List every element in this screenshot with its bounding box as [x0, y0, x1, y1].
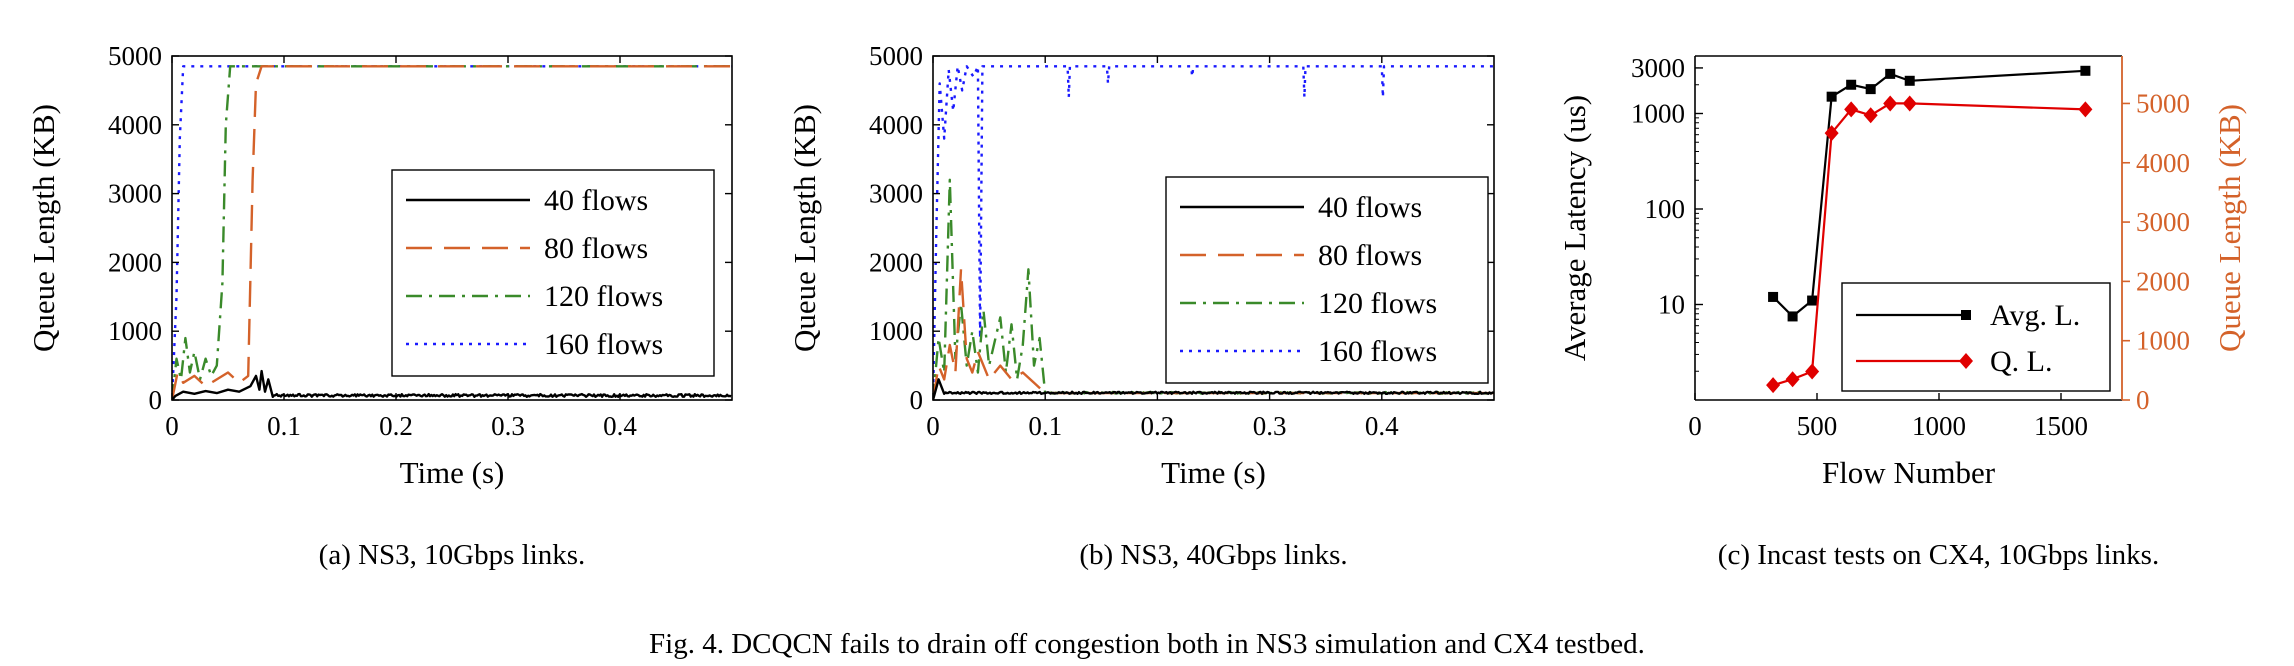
x-tick-label: 0.3 [1253, 411, 1287, 441]
legend-box [1165, 176, 1489, 384]
legend-label: 160 flows [1318, 335, 1437, 368]
x-tick-label: 1500 [2034, 411, 2088, 441]
series-line-80-flows [933, 268, 1494, 400]
legend-label: 160 flows [544, 328, 663, 361]
x-tick-label: 0 [1688, 411, 1702, 441]
axes-frame [171, 55, 733, 401]
data-point [1883, 95, 1898, 112]
legend-label: Avg. L. [1990, 299, 2080, 332]
data-point [1904, 75, 1915, 86]
y-tick-label: 5000 [869, 41, 923, 71]
data-point [1902, 95, 1917, 112]
y-tick-label: 10 [1658, 289, 1685, 319]
legend-label: 80 flows [1318, 239, 1422, 272]
figure-caption: Fig. 4. DCQCN fails to drain off congest… [649, 628, 1645, 660]
x-tick-label: 0.1 [267, 411, 301, 441]
panel-a: 0 0.1 0.2 0.3 0.4 0 1000 2000 3000 4000 5000 Time (… [26, 41, 733, 571]
data-point [1846, 79, 1857, 90]
axes-frame [932, 55, 1495, 401]
x-tick-label: 0.1 [1028, 411, 1062, 441]
data-point [1785, 371, 1800, 388]
plot-area [933, 65, 1494, 400]
y-tick-label: 3000 [108, 179, 162, 209]
data-point [2078, 101, 2093, 118]
y-axis-label: Average Latency (us) [1557, 95, 1592, 361]
panel-b: 0 0.1 0.2 0.3 0.4 0 1000 2000 3000 4000 5000 Time (… [787, 41, 1495, 571]
y-tick-label: 3000 [1631, 53, 1685, 83]
legend-label: Q. L. [1990, 345, 2053, 378]
y2-tick-label: 4000 [2136, 148, 2190, 178]
panel-caption: (b) NS3, 40Gbps links. [1079, 539, 1347, 571]
data-point [1863, 107, 1878, 124]
data-point [1826, 91, 1837, 102]
y-axis-label: Queue Length (KB) [787, 104, 822, 352]
y2-tick-label: 0 [2136, 385, 2150, 415]
y-tick-label: 1000 [869, 316, 923, 346]
series-line-160-flows [933, 65, 1494, 400]
y-tick-label: 3000 [869, 179, 923, 209]
y2-tick-label: 1000 [2136, 326, 2190, 356]
data-point [1885, 68, 1896, 79]
x-axis-label: Flow Number [1822, 455, 1996, 490]
data-point [1805, 363, 1820, 380]
data-point [1844, 101, 1859, 118]
x-tick-label: 0.2 [1141, 411, 1175, 441]
legend: Avg. L. Q. L. [1841, 282, 2111, 392]
y-tick-label: 0 [149, 385, 163, 415]
legend-label: 120 flows [544, 280, 663, 313]
legend-box [391, 169, 715, 377]
y-tick-label: 0 [910, 385, 924, 415]
panel-caption: (a) NS3, 10Gbps links. [319, 539, 586, 571]
data-point [1807, 295, 1818, 306]
legend-marker [1959, 353, 1973, 369]
x-tick-label: 0 [926, 411, 940, 441]
y2-tick-label: 5000 [2136, 88, 2190, 118]
x-axis-label: Time (s) [1161, 455, 1266, 490]
y-tick-label: 100 [1645, 194, 1686, 224]
y-tick-label: 1000 [1631, 98, 1685, 128]
plot-area [172, 65, 732, 400]
data-point [1768, 291, 1779, 302]
x-axis-label: Time (s) [400, 455, 505, 490]
series-line-40-flows [933, 378, 1494, 400]
x-tick-label: 0.2 [379, 411, 413, 441]
legend-label: 40 flows [1318, 191, 1422, 224]
data-point [2080, 65, 2091, 76]
data-point [1824, 125, 1839, 142]
y-tick-label: 4000 [108, 110, 162, 140]
y-tick-label: 4000 [869, 110, 923, 140]
y-tick-label: 2000 [869, 247, 923, 277]
legend-label: 80 flows [544, 232, 648, 265]
legend: 40 flows 80 flows 120 flows 160 flows [391, 169, 715, 377]
data-point [1787, 311, 1798, 322]
data-point [1766, 377, 1781, 394]
x-tick-label: 0.4 [603, 411, 637, 441]
y2-tick-label: 2000 [2136, 266, 2190, 296]
series-line-40-flows [172, 369, 732, 400]
legend-label: 120 flows [1318, 287, 1437, 320]
x-tick-label: 0 [165, 411, 179, 441]
legend-marker [1961, 310, 1971, 320]
x-tick-label: 0.4 [1365, 411, 1399, 441]
y-tick-label: 2000 [108, 247, 162, 277]
y-tick-label: 5000 [108, 41, 162, 71]
panel-caption: (c) Incast tests on CX4, 10Gbps links. [1718, 539, 2159, 571]
y2-tick-label: 3000 [2136, 207, 2190, 237]
x-tick-label: 1000 [1912, 411, 1966, 441]
series-line-80-flows [172, 65, 732, 400]
data-point [1865, 84, 1876, 95]
legend: 40 flows 80 flows 120 flows 160 flows [1165, 176, 1489, 384]
x-tick-label: 0.3 [491, 411, 525, 441]
y-tick-label: 1000 [108, 316, 162, 346]
x-tick-label: 500 [1797, 411, 1838, 441]
series-line-160-flows [172, 65, 732, 400]
panel-c: 0 500 1000 1500 10 100 1000 3000 0 1000 2000 3000 40… [1557, 53, 2247, 571]
y2-axis-label: Queue Length (KB) [2212, 104, 2247, 352]
legend-box [1841, 282, 2111, 392]
legend-label: 40 flows [544, 184, 648, 217]
series-line-120-flows [172, 65, 732, 400]
y-axis-label: Queue Length (KB) [26, 104, 61, 352]
